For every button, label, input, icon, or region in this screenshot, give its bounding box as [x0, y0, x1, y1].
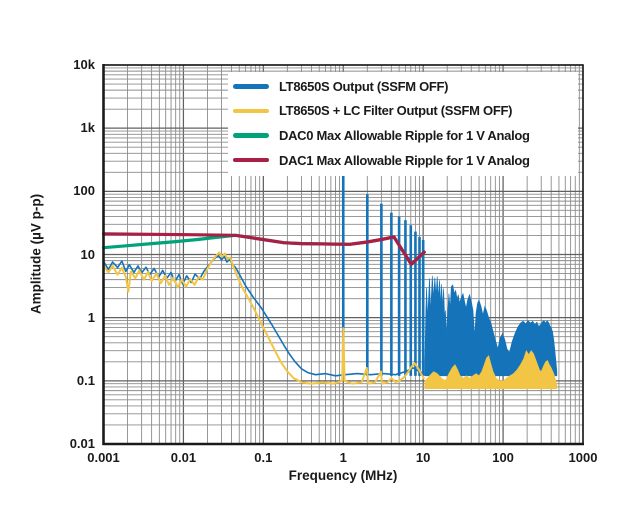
x-tick-label: 0.001 — [87, 450, 120, 465]
y-tick-label: 10k — [73, 57, 95, 72]
y-tick-label: 0.01 — [69, 436, 95, 451]
x-tick-label: 100 — [492, 450, 514, 465]
legend-item: DAC0 Max Allowable Ripple for 1 V Analog — [228, 123, 572, 148]
legend-label: DAC0 Max Allowable Ripple for 1 V Analog — [279, 127, 530, 143]
y-tick-label: 0.1 — [76, 372, 95, 388]
y-tick-label: 1k — [80, 120, 95, 136]
series-1-line — [102, 251, 425, 385]
y-tick-label: 1 — [87, 309, 95, 325]
legend-swatch — [233, 84, 269, 89]
series-1-band — [424, 350, 558, 390]
x-tick-label: 0.01 — [170, 450, 197, 465]
legend-label: LT8650S + LC Filter Output (SSFM OFF) — [279, 103, 513, 119]
y-axis-title: Amplitude (µV p-p) — [28, 193, 44, 315]
legend-swatch — [233, 108, 269, 114]
legend-item: DAC1 Max Allowable Ripple for 1 V Analog — [228, 148, 572, 173]
legend-label: DAC1 Max Allowable Ripple for 1 V Analog — [279, 152, 530, 168]
x-axis-title: Frequency (MHz) — [288, 468, 398, 483]
legend-swatch — [233, 133, 269, 138]
series-0-line — [102, 254, 426, 377]
legend: LT8650S Output (SSFM OFF) LT8650S + LC Fi… — [228, 72, 578, 177]
x-tick-label: 0.1 — [254, 450, 273, 465]
legend-item: LT8650S + LC Filter Output (SSFM OFF) — [228, 99, 572, 124]
legend-swatch — [233, 157, 269, 163]
x-tick-label: 10 — [415, 450, 431, 465]
legend-label: LT8650S Output (SSFM OFF) — [279, 78, 449, 94]
y-tick-label: 100 — [73, 183, 95, 199]
legend-item: LT8650S Output (SSFM OFF) — [228, 74, 572, 99]
x-tick-label: 1 — [339, 450, 347, 465]
y-tick-label: 10 — [80, 246, 95, 262]
x-tick-label: 1000 — [568, 450, 598, 465]
series-3-line — [101, 232, 426, 266]
